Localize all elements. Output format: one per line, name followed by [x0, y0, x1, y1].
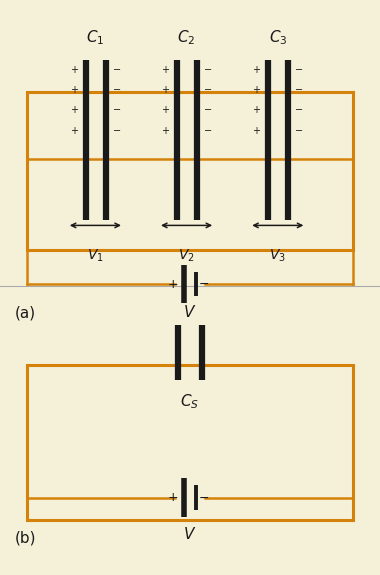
- Text: −: −: [204, 125, 212, 136]
- Text: −: −: [295, 105, 304, 116]
- Text: −: −: [113, 85, 121, 95]
- Text: +: +: [70, 65, 78, 75]
- Text: +: +: [252, 65, 261, 75]
- Text: −: −: [295, 125, 304, 136]
- Text: −: −: [204, 85, 212, 95]
- Bar: [27, 365, 353, 520]
- Text: (a): (a): [15, 306, 36, 321]
- Text: $C_1$: $C_1$: [86, 28, 105, 47]
- Text: $V_3$: $V_3$: [269, 247, 286, 264]
- Text: $V$: $V$: [183, 304, 197, 320]
- Text: $C_3$: $C_3$: [269, 28, 287, 47]
- Text: −: −: [113, 65, 121, 75]
- Text: +: +: [161, 105, 169, 116]
- Text: $V$: $V$: [183, 526, 197, 542]
- Text: +: +: [161, 65, 169, 75]
- Bar: [27, 92, 353, 250]
- Text: $C_S$: $C_S$: [180, 392, 200, 411]
- Text: +: +: [161, 85, 169, 95]
- Text: −: −: [295, 65, 304, 75]
- Text: −: −: [204, 105, 212, 116]
- Text: $C_2$: $C_2$: [177, 28, 196, 47]
- Text: −: −: [199, 492, 210, 504]
- Text: $V_2$: $V_2$: [178, 247, 195, 264]
- Text: −: −: [199, 278, 210, 290]
- Text: +: +: [252, 105, 261, 116]
- Text: +: +: [161, 125, 169, 136]
- Text: +: +: [252, 85, 261, 95]
- Text: +: +: [70, 85, 78, 95]
- Text: −: −: [295, 85, 304, 95]
- Text: +: +: [168, 492, 179, 504]
- Text: $V_1$: $V_1$: [87, 247, 104, 264]
- Text: +: +: [70, 125, 78, 136]
- Text: +: +: [70, 105, 78, 116]
- Text: −: −: [113, 125, 121, 136]
- Text: −: −: [204, 65, 212, 75]
- Text: +: +: [252, 125, 261, 136]
- Text: −: −: [113, 105, 121, 116]
- Text: (b): (b): [15, 530, 37, 545]
- Text: +: +: [168, 278, 179, 290]
